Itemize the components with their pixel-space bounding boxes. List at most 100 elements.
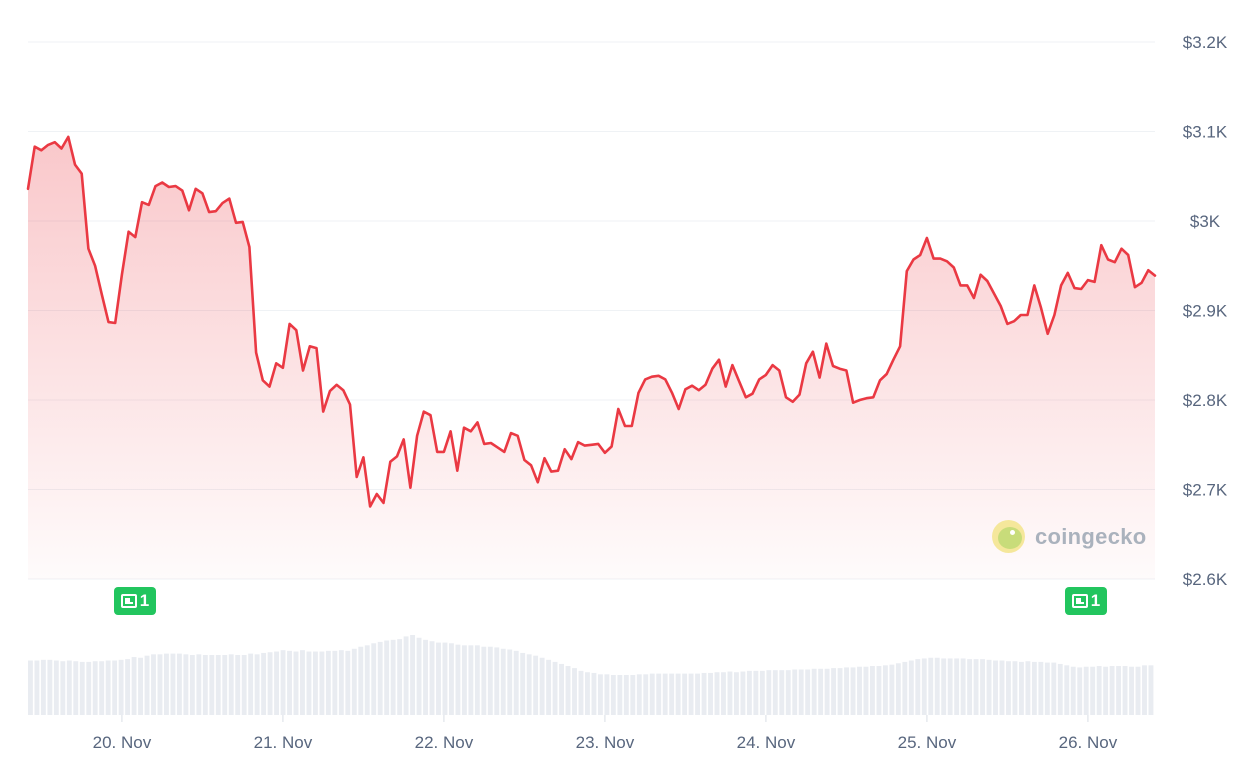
coingecko-watermark: coingecko — [992, 520, 1147, 553]
volume-bar — [125, 659, 131, 715]
volume-bar — [436, 642, 441, 715]
x-tick-label: 20. Nov — [93, 733, 152, 752]
volume-bar — [779, 670, 785, 715]
price-area-fill — [28, 136, 1155, 579]
volume-bar — [254, 654, 260, 715]
volume-bar — [960, 658, 966, 715]
volume-bar — [857, 666, 862, 715]
volume-bar — [494, 647, 500, 715]
volume-bar — [1142, 665, 1147, 715]
volume-bar — [325, 650, 331, 715]
volume-bar — [643, 674, 649, 715]
volume-bar — [520, 652, 526, 715]
volume-bar — [79, 661, 85, 715]
volume-bar — [202, 655, 208, 715]
volume-bar — [410, 635, 416, 715]
y-tick-label: $2.8K — [1183, 391, 1228, 410]
volume-bar — [617, 675, 623, 715]
news-marker-1[interactable]: 1 — [114, 587, 156, 615]
volume-bar — [105, 660, 111, 715]
volume-bar — [805, 669, 811, 715]
volume-bar — [157, 654, 163, 715]
volume-bar — [455, 644, 461, 715]
volume-bar — [474, 645, 480, 715]
volume-bar — [792, 669, 798, 715]
volume-bar — [591, 672, 597, 715]
volume-bar — [766, 670, 772, 715]
volume-bar — [358, 646, 364, 715]
volume-bar — [1116, 666, 1122, 715]
volume-bar — [993, 660, 998, 715]
volume-bar — [513, 650, 519, 715]
volume-bar — [999, 660, 1005, 715]
volume-bar — [423, 639, 428, 715]
volume-bar — [261, 652, 267, 715]
volume-bars — [28, 635, 1154, 715]
x-tick-label: 23. Nov — [576, 733, 635, 752]
news-marker-2[interactable]: 1 — [1065, 587, 1107, 615]
volume-bar — [772, 670, 778, 715]
volume-bar — [507, 649, 513, 715]
volume-bar — [377, 641, 383, 715]
volume-bar — [1077, 667, 1083, 715]
volume-bar — [468, 645, 474, 715]
volume-bar — [319, 651, 325, 715]
volume-bar — [733, 672, 739, 715]
volume-bar — [487, 646, 493, 715]
volume-bar — [708, 672, 713, 715]
y-tick-label: $2.9K — [1183, 302, 1228, 321]
volume-bar — [526, 654, 532, 715]
volume-bar — [850, 667, 856, 715]
volume-bar — [902, 661, 908, 715]
volume-bar — [403, 636, 409, 715]
volume-bar — [889, 664, 895, 715]
y-tick-label: $2.6K — [1183, 570, 1228, 589]
volume-bar — [138, 657, 143, 715]
volume-bar — [416, 637, 422, 715]
volume-bar — [267, 652, 273, 715]
volume-bar — [934, 657, 940, 715]
volume-bar — [798, 669, 804, 715]
volume-bar — [973, 659, 979, 715]
volume-bar — [274, 651, 280, 715]
volume-bar — [449, 643, 454, 715]
volume-bar — [176, 653, 182, 715]
volume-bar — [947, 658, 953, 715]
volume-bar — [390, 639, 396, 715]
volume-bar — [753, 670, 759, 715]
volume-bar — [183, 654, 189, 715]
volume-bar — [371, 643, 377, 715]
gecko-logo-icon — [992, 520, 1025, 553]
volume-bar — [630, 675, 636, 715]
volume-bar — [539, 657, 545, 715]
volume-bar — [824, 668, 830, 715]
volume-bar — [228, 654, 234, 715]
volume-bar — [1012, 661, 1018, 715]
volume-bar — [397, 639, 403, 715]
volume-bar — [623, 675, 629, 715]
volume-bar — [928, 657, 934, 715]
volume-bar — [811, 668, 817, 715]
news-count: 1 — [139, 591, 150, 610]
volume-bar — [1038, 661, 1044, 715]
volume-bar — [92, 661, 98, 715]
volume-bar — [533, 655, 539, 715]
volume-bar — [759, 670, 765, 715]
y-tick-label: $3.2K — [1183, 33, 1228, 52]
price-area — [28, 136, 1155, 579]
volume-bar — [235, 655, 241, 715]
news-count: 1 — [1090, 591, 1101, 610]
volume-bar — [99, 661, 105, 715]
volume-bar — [1090, 666, 1096, 715]
volume-bar — [552, 661, 558, 715]
volume-bar — [701, 672, 707, 715]
volume-bar — [151, 654, 156, 715]
volume-bar — [669, 673, 675, 715]
volume-bar — [572, 668, 577, 715]
volume-bar — [895, 663, 901, 715]
volume-bar — [882, 665, 888, 715]
volume-bar — [675, 673, 681, 715]
watermark-text: coingecko — [1035, 523, 1147, 549]
volume-bar — [40, 659, 46, 715]
